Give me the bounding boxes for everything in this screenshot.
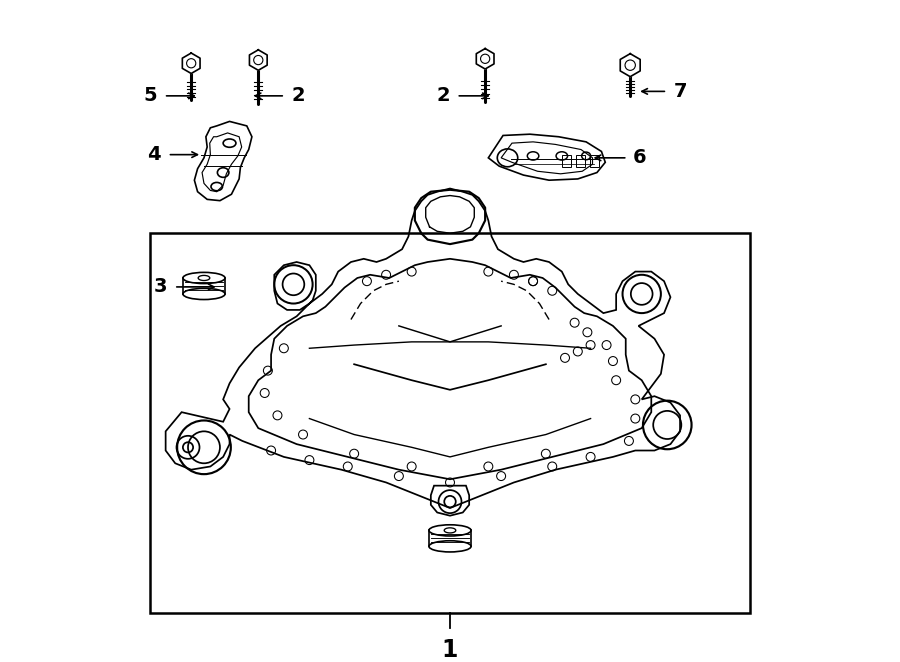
Text: 1: 1: [442, 638, 458, 662]
Text: 3: 3: [154, 277, 167, 297]
Polygon shape: [620, 54, 640, 77]
Text: 5: 5: [144, 86, 158, 105]
Polygon shape: [183, 53, 200, 73]
Text: 2: 2: [292, 86, 305, 105]
Polygon shape: [476, 48, 494, 69]
Text: 7: 7: [674, 82, 688, 101]
Bar: [590, 155, 598, 167]
Text: 4: 4: [148, 145, 161, 164]
Bar: [576, 155, 585, 167]
Text: 2: 2: [436, 86, 450, 105]
Bar: [149, 233, 751, 614]
Polygon shape: [249, 50, 267, 70]
Text: 6: 6: [633, 148, 646, 167]
Bar: [562, 155, 571, 167]
